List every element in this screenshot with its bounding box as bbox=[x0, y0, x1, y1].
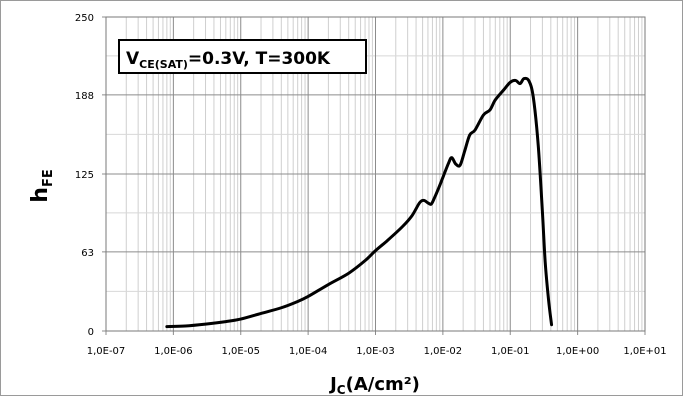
annotation-v: V bbox=[126, 49, 140, 69]
x-tick-label: 1,0E+01 bbox=[623, 346, 666, 357]
y-tick-label: 63 bbox=[81, 248, 94, 259]
y-tick-label: 250 bbox=[75, 13, 94, 24]
y-tick-label: 125 bbox=[75, 170, 94, 181]
y-axis-label-main: h bbox=[28, 187, 53, 203]
y-tick-labels: 0 63 125 188 250 bbox=[75, 13, 94, 338]
x-tick-label: 1,0E-07 bbox=[87, 346, 126, 357]
annotation-sub: CE(SAT) bbox=[139, 58, 188, 71]
y-tick-label: 0 bbox=[88, 327, 94, 338]
x-axis-label: JC(A/cm²) bbox=[328, 374, 420, 397]
x-tick-label: 1,0E-05 bbox=[221, 346, 260, 357]
annotation-box bbox=[118, 39, 367, 74]
x-tick-labels: 1,0E-07 1,0E-06 1,0E-05 1,0E-04 1,0E-03 1,0E-… bbox=[87, 346, 667, 357]
y-tick-label: 188 bbox=[75, 91, 94, 102]
y-axis-label: hFE bbox=[28, 169, 56, 202]
annotation-rest: =0.3V, T=300K bbox=[188, 49, 331, 69]
condition-annotation: VCE(SAT)=0.3V, T=300K bbox=[118, 39, 367, 74]
plot-border bbox=[105, 16, 646, 332]
annotation-text: VCE(SAT)=0.3V, T=300K bbox=[126, 49, 331, 71]
x-tick-label: 1,0E-06 bbox=[154, 346, 193, 357]
x-axis-label-sub: C bbox=[337, 383, 346, 397]
y-axis-label-sub: FE bbox=[41, 169, 56, 187]
hfe-curve bbox=[165, 76, 554, 329]
plot-area bbox=[105, 16, 646, 332]
x-axis-label-main: J bbox=[328, 374, 337, 395]
x-tick-label: 1,0E-01 bbox=[491, 346, 530, 357]
x-tick-label: 1,0E-04 bbox=[289, 346, 328, 357]
series-layer bbox=[165, 76, 554, 329]
x-tick-label: 1,0E+00 bbox=[556, 346, 599, 357]
x-tick-label: 1,0E-02 bbox=[424, 346, 463, 357]
x-axis-label-rest: (A/cm²) bbox=[346, 374, 420, 395]
x-tick-label: 1,0E-03 bbox=[356, 346, 395, 357]
